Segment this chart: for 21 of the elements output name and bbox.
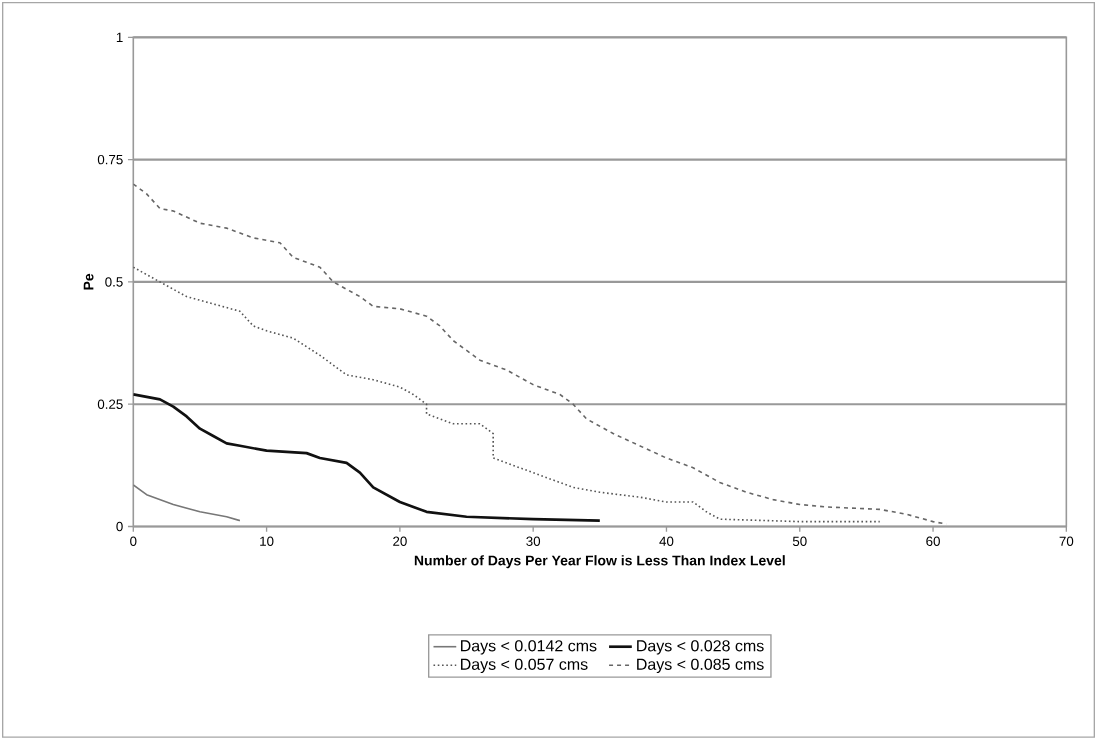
x-axis-title: Number of Days Per Year Flow is Less Than Index Level <box>414 555 785 569</box>
y-tick-label: 0 <box>116 521 123 532</box>
y-axis-title: Pe <box>83 273 94 290</box>
legend-label: Days < 0.0142 cms <box>461 640 597 655</box>
y-tick-label: 1 <box>116 32 123 43</box>
x-tick-label: 10 <box>260 536 274 547</box>
y-tick-label: 0.5 <box>105 277 123 287</box>
y-tick-label: 0.75 <box>97 155 123 165</box>
x-tick-label: 30 <box>526 536 541 547</box>
legend-label: Days < 0.085 cms <box>637 658 764 674</box>
x-tick-label: 60 <box>926 536 940 547</box>
x-tick-label: 0 <box>130 536 137 547</box>
x-tick-label: 70 <box>1059 536 1074 547</box>
x-tick-label: 20 <box>393 536 407 547</box>
line-series <box>133 393 602 523</box>
y-tick-label: 0.25 <box>97 399 123 410</box>
line-series <box>133 484 241 522</box>
legend-label: Days < 0.057 cms <box>461 658 588 674</box>
x-tick-label: 40 <box>659 536 674 547</box>
legend-label: Days < 0.028 cms <box>637 640 764 655</box>
x-tick-label: 50 <box>792 536 807 547</box>
